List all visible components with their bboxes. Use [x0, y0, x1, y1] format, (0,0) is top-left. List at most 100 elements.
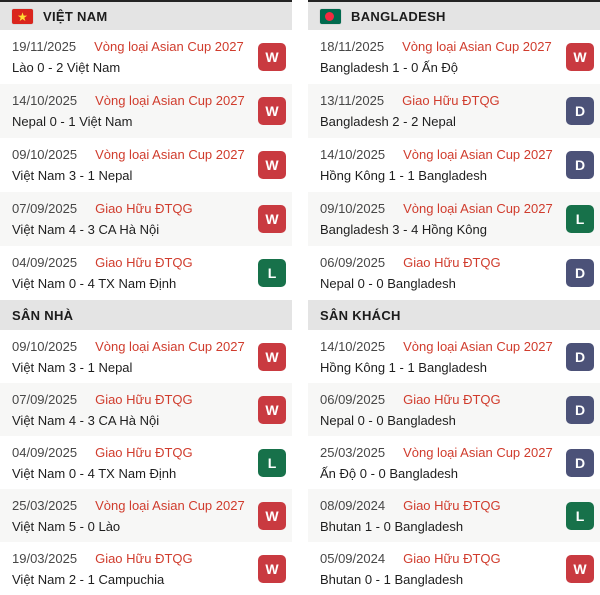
outcome-badge: W: [566, 43, 594, 71]
away-form-list-bangladesh: 14/10/2025 Vòng loại Asian Cup 2027 Hồng K…: [308, 330, 600, 595]
competition-link[interactable]: Vòng loại Asian Cup 2027: [403, 201, 553, 216]
match-date: 14/10/2025: [320, 147, 386, 162]
match-date: 09/10/2025: [12, 338, 78, 354]
match-score: Ấn Độ 0 - 0 Bangladesh: [320, 465, 459, 481]
match-meta-line: 18/11/2025 Vòng loại Asian Cup 2027: [320, 39, 552, 54]
match-info: 04/09/2025 Giao Hữu ĐTQG Việt Nam 0 - 4 TX…: [12, 445, 193, 481]
competition-link[interactable]: Vòng loại Asian Cup 2027: [95, 147, 245, 162]
team-header-vietnam: ★ VIỆT NAM: [0, 0, 292, 30]
competition-link[interactable]: Giao Hữu ĐTQG: [95, 550, 193, 566]
match-score: Bangladesh 2 - 2 Nepal: [320, 114, 456, 129]
match-date: 09/10/2025: [12, 147, 78, 162]
team-header-bangladesh: BANGLADESH: [308, 0, 600, 30]
competition-link[interactable]: Vòng loại Asian Cup 2027: [403, 444, 553, 460]
outcome-badge: L: [566, 501, 594, 530]
match-row[interactable]: 19/03/2025 Giao Hữu ĐTQG Việt Nam 2 - 1 Ca…: [0, 542, 292, 595]
column-vietnam: ★ VIỆT NAM 19/11/2025 Vòng loại Asian Cup…: [0, 0, 292, 595]
match-info: 07/09/2025 Giao Hữu ĐTQG Việt Nam 4 - 3 CA…: [12, 392, 193, 428]
competition-link[interactable]: Vòng loại Asian Cup 2027: [95, 338, 245, 354]
match-row[interactable]: 07/09/2025 Giao Hữu ĐTQG Việt Nam 4 - 3 CA…: [0, 192, 292, 246]
outcome-badge: D: [566, 259, 594, 287]
match-date: 18/11/2025: [320, 39, 385, 54]
competition-link[interactable]: Giao Hữu ĐTQG: [403, 391, 501, 407]
match-row[interactable]: 09/10/2025 Vòng loại Asian Cup 2027 Bangla…: [308, 192, 600, 246]
match-meta-line: 25/03/2025 Vòng loại Asian Cup 2027: [320, 445, 553, 460]
match-row[interactable]: 25/03/2025 Vòng loại Asian Cup 2027 Việt N…: [0, 489, 292, 542]
match-row[interactable]: 19/11/2025 Vòng loại Asian Cup 2027 Lào 0 …: [0, 30, 292, 84]
match-info: 06/09/2025 Giao Hữu ĐTQG Nepal 0 - 0 Bangl…: [320, 255, 501, 291]
outcome-badge: W: [258, 395, 286, 424]
match-score: Việt Nam 5 - 0 Lào: [12, 518, 121, 534]
competition-link[interactable]: Giao Hữu ĐTQG: [403, 255, 501, 270]
recent-form-list-bangladesh: 18/11/2025 Vòng loại Asian Cup 2027 Bangla…: [308, 30, 600, 300]
outcome-badge: W: [258, 205, 286, 233]
match-info: 14/10/2025 Vòng loại Asian Cup 2027 Hồng K…: [320, 339, 553, 375]
competition-link[interactable]: Giao Hữu ĐTQG: [403, 497, 501, 513]
match-row[interactable]: 18/11/2025 Vòng loại Asian Cup 2027 Bangla…: [308, 30, 600, 84]
outcome-badge: L: [258, 448, 286, 477]
match-date: 14/10/2025: [12, 93, 78, 108]
competition-link[interactable]: Vòng loại Asian Cup 2027: [403, 338, 553, 354]
match-date: 14/10/2025: [320, 338, 386, 354]
outcome-badge: L: [258, 259, 286, 287]
competition-link[interactable]: Vòng loại Asian Cup 2027: [94, 39, 244, 54]
match-meta-line: 14/10/2025 Vòng loại Asian Cup 2027: [320, 339, 553, 354]
match-row[interactable]: 07/09/2025 Giao Hữu ĐTQG Việt Nam 4 - 3 CA…: [0, 383, 292, 436]
column-bangladesh: BANGLADESH 18/11/2025 Vòng loại Asian Cup…: [308, 0, 600, 595]
match-meta-line: 06/09/2025 Giao Hữu ĐTQG: [320, 255, 501, 270]
outcome-badge: D: [566, 395, 594, 424]
match-score: Bangladesh 3 - 4 Hồng Kông: [320, 222, 487, 237]
match-row[interactable]: 04/09/2025 Giao Hữu ĐTQG Việt Nam 0 - 4 TX…: [0, 246, 292, 300]
competition-link[interactable]: Giao Hữu ĐTQG: [403, 550, 501, 566]
match-row[interactable]: 13/11/2025 Giao Hữu ĐTQG Bangladesh 2 - 2 …: [308, 84, 600, 138]
match-row[interactable]: 14/10/2025 Vòng loại Asian Cup 2027 Hồng K…: [308, 138, 600, 192]
match-row[interactable]: 08/09/2024 Giao Hữu ĐTQG Bhutan 1 - 0 Bang…: [308, 489, 600, 542]
match-score: Hồng Kông 1 - 1 Bangladesh: [320, 359, 487, 375]
match-date: 06/09/2025: [320, 391, 386, 407]
competition-link[interactable]: Giao Hữu ĐTQG: [402, 93, 500, 108]
section-header-home: SÂN NHÀ: [0, 300, 292, 330]
match-row[interactable]: 06/09/2025 Giao Hữu ĐTQG Nepal 0 - 0 Bangl…: [308, 246, 600, 300]
match-date: 19/03/2025: [12, 550, 78, 566]
match-meta-line: 04/09/2025 Giao Hữu ĐTQG: [12, 445, 193, 460]
bangladesh-flag-icon: [320, 8, 341, 24]
match-row[interactable]: 14/10/2025 Vòng loại Asian Cup 2027 Nepal …: [0, 84, 292, 138]
match-score: Nepal 0 - 1 Việt Nam: [12, 114, 133, 129]
match-row[interactable]: 05/09/2024 Giao Hữu ĐTQG Bhutan 0 - 1 Bang…: [308, 542, 600, 595]
match-date: 04/09/2025: [12, 444, 78, 460]
match-row[interactable]: 04/09/2025 Giao Hữu ĐTQG Việt Nam 0 - 4 TX…: [0, 436, 292, 489]
competition-link[interactable]: Vòng loại Asian Cup 2027: [95, 497, 245, 513]
match-info: 07/09/2025 Giao Hữu ĐTQG Việt Nam 4 - 3 CA…: [12, 201, 193, 237]
section-title: SÂN NHÀ: [12, 307, 74, 323]
match-meta-line: 08/09/2024 Giao Hữu ĐTQG: [320, 498, 501, 513]
competition-link[interactable]: Giao Hữu ĐTQG: [95, 391, 193, 407]
match-info: 25/03/2025 Vòng loại Asian Cup 2027 Ấn Độ …: [320, 445, 553, 481]
home-form-list-vietnam: 09/10/2025 Vòng loại Asian Cup 2027 Việt N…: [0, 330, 292, 595]
match-row[interactable]: 09/10/2025 Vòng loại Asian Cup 2027 Việt N…: [0, 138, 292, 192]
vietnam-flag-icon: ★: [12, 8, 33, 24]
match-row[interactable]: 14/10/2025 Vòng loại Asian Cup 2027 Hồng K…: [308, 330, 600, 383]
match-row[interactable]: 09/10/2025 Vòng loại Asian Cup 2027 Việt N…: [0, 330, 292, 383]
match-score: Việt Nam 4 - 3 CA Hà Nội: [12, 412, 160, 428]
match-row[interactable]: 06/09/2025 Giao Hữu ĐTQG Nepal 0 - 0 Bangl…: [308, 383, 600, 436]
competition-link[interactable]: Vòng loại Asian Cup 2027: [95, 93, 245, 108]
match-score: Việt Nam 0 - 4 TX Nam Định: [12, 465, 177, 481]
match-info: 19/03/2025 Giao Hữu ĐTQG Việt Nam 2 - 1 Ca…: [12, 551, 193, 587]
match-score: Việt Nam 2 - 1 Campuchia: [12, 571, 165, 587]
match-row[interactable]: 25/03/2025 Vòng loại Asian Cup 2027 Ấn Độ …: [308, 436, 600, 489]
match-info: 13/11/2025 Giao Hữu ĐTQG Bangladesh 2 - 2 …: [320, 93, 500, 129]
match-score: Bangladesh 1 - 0 Ấn Độ: [320, 60, 459, 75]
match-meta-line: 09/10/2025 Vòng loại Asian Cup 2027: [12, 147, 245, 162]
match-score: Việt Nam 4 - 3 CA Hà Nội: [12, 222, 160, 237]
competition-link[interactable]: Giao Hữu ĐTQG: [95, 201, 193, 216]
competition-link[interactable]: Vòng loại Asian Cup 2027: [402, 39, 552, 54]
match-meta-line: 13/11/2025 Giao Hữu ĐTQG: [320, 93, 500, 108]
competition-link[interactable]: Vòng loại Asian Cup 2027: [403, 147, 553, 162]
match-date: 07/09/2025: [12, 201, 78, 216]
outcome-badge: D: [566, 151, 594, 179]
match-date: 25/03/2025: [320, 444, 386, 460]
outcome-badge: W: [258, 554, 286, 583]
match-meta-line: 04/09/2025 Giao Hữu ĐTQG: [12, 255, 193, 270]
competition-link[interactable]: Giao Hữu ĐTQG: [95, 444, 193, 460]
competition-link[interactable]: Giao Hữu ĐTQG: [95, 255, 193, 270]
